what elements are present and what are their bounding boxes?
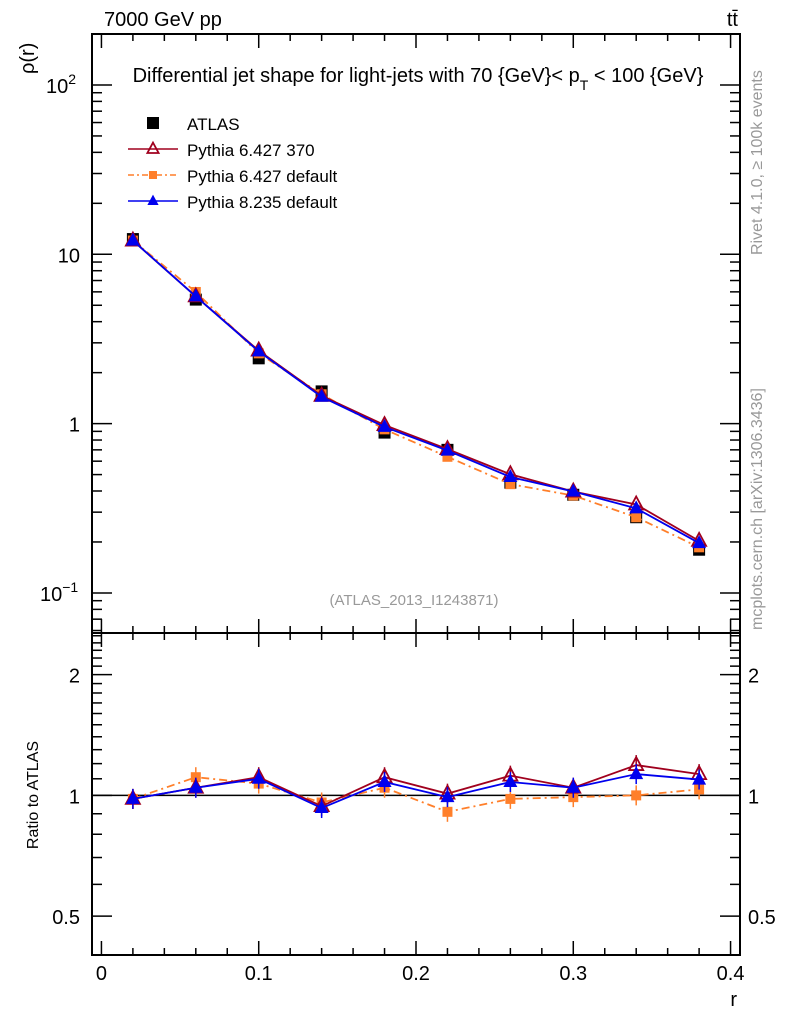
analysis-label: (ATLAS_2013_I1243871)	[329, 592, 498, 609]
ratio-point	[442, 806, 453, 817]
data-point	[188, 288, 203, 302]
ratio-point	[631, 790, 642, 801]
ratio-point	[566, 779, 581, 793]
ratio-tick-label: 1	[69, 786, 80, 808]
ratio-point	[440, 789, 455, 803]
y-tick-label: 102	[46, 71, 76, 98]
legend-marker	[147, 194, 159, 205]
ratio-point	[505, 793, 516, 804]
y-tick-label: 10−1	[40, 579, 78, 606]
ratio-point	[377, 773, 392, 787]
data-point	[505, 479, 516, 490]
ratio-point	[190, 772, 201, 783]
legend-marker	[145, 140, 161, 154]
header-right: tt̄	[727, 9, 739, 31]
series-line-main	[132, 239, 700, 549]
series-line-ratio	[132, 773, 700, 810]
legend-label: Pythia 6.427 370	[187, 141, 315, 160]
ratio-point	[503, 773, 518, 787]
legend-label: ATLAS	[187, 115, 240, 134]
data-point	[377, 418, 392, 432]
series-line-ratio	[132, 776, 700, 813]
data-point	[251, 343, 266, 357]
y-axis-label: ρ(r)	[17, 43, 39, 74]
mcplots-label: mcplots.cern.ch [arXiv:1306.3436]	[749, 388, 766, 630]
y-tick-label: 10	[58, 245, 80, 267]
x-tick-label: 0.4	[717, 963, 745, 985]
ratio-tick-label: 0.5	[52, 907, 80, 929]
rivet-label: Rivet 4.1.0, ≥ 100k events	[749, 70, 766, 255]
data-point	[442, 451, 453, 462]
x-tick-label: 0.1	[245, 963, 273, 985]
data-point	[503, 468, 518, 482]
ratio-tick-label: 2	[748, 666, 759, 688]
ratio-tick-label: 1	[748, 786, 759, 808]
ratio-point	[629, 766, 644, 780]
x-tick-label: 0.2	[402, 963, 430, 985]
x-tick-label: 0	[96, 963, 107, 985]
data-point	[692, 535, 707, 549]
data-point	[314, 388, 329, 402]
header-left: 7000 GeV pp	[104, 9, 222, 31]
data-point	[440, 442, 455, 456]
legend-marker	[147, 117, 159, 129]
ratio-point	[188, 779, 203, 793]
y-tick-label: 1	[69, 415, 80, 437]
legend-label: Pythia 8.235 default	[187, 193, 338, 212]
x-tick-label: 0.3	[559, 963, 587, 985]
ratio-tick-label: 0.5	[748, 907, 776, 929]
data-point	[566, 483, 581, 497]
data-point	[631, 512, 642, 523]
ratio-point	[125, 790, 140, 804]
ratio-point	[692, 771, 707, 785]
data-point	[629, 500, 644, 514]
series-line-main	[132, 239, 700, 544]
data-point	[125, 232, 140, 246]
ratio-tick-label: 2	[69, 666, 80, 688]
legend-marker	[149, 171, 157, 179]
x-axis-label: r	[730, 989, 737, 1011]
series-line-main	[132, 239, 700, 542]
ratio-point	[251, 770, 266, 784]
ratio-point	[314, 800, 329, 814]
ratio-axis-label: Ratio to ATLAS	[25, 741, 42, 849]
legend-label: Pythia 6.427 default	[187, 167, 338, 186]
chart-title: Differential jet shape for light-jets wi…	[133, 65, 704, 93]
